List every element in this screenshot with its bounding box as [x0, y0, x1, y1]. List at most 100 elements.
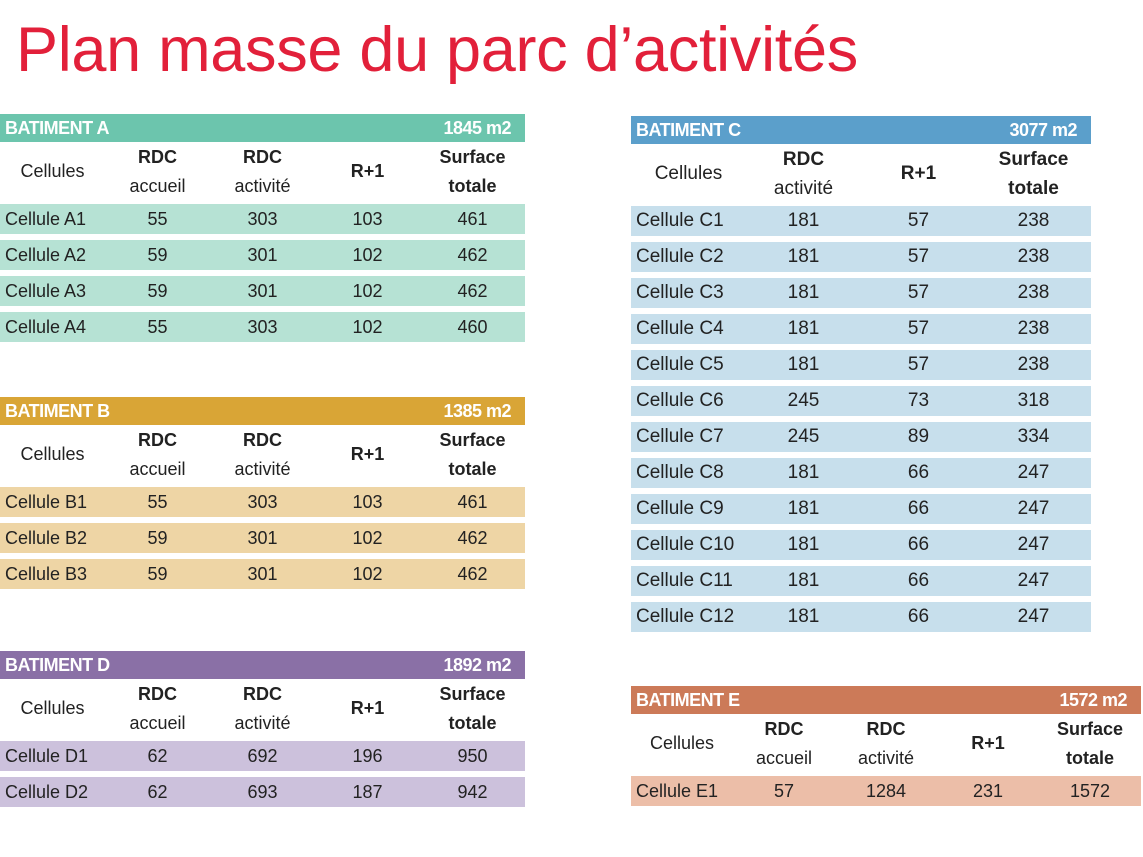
cell-value: 55 — [147, 208, 168, 229]
column-headers: Cellules RDC activité R+1 Surface totale — [631, 144, 1091, 203]
table-row: Cellule C3 181 57 238 — [631, 278, 1091, 308]
building-name: BATIMENT A — [5, 117, 109, 138]
column-header: R+1 — [861, 159, 976, 188]
column-header: RDC activité — [835, 715, 937, 773]
cell-name: Cellule A2 — [5, 244, 87, 265]
cell-value: 57 — [773, 780, 795, 801]
column-header: Cellules — [0, 157, 105, 186]
cell-value: 103 — [352, 208, 383, 229]
cell-value: 66 — [907, 534, 930, 555]
cell-value: 59 — [147, 280, 168, 301]
column-header-sublabel: accueil — [129, 175, 186, 196]
cell-value: 102 — [352, 316, 383, 337]
cell-name: Cellule C6 — [636, 390, 724, 411]
table-row: Cellule C4 181 57 238 — [631, 314, 1091, 344]
table-body: Cellule B1 55 303 103 461 Cellule B2 59 301 102 4… — [0, 487, 525, 589]
cell-value: 59 — [147, 563, 168, 584]
cell-value: 187 — [352, 781, 383, 802]
table-row: Cellule C8 181 66 247 — [631, 458, 1091, 488]
column-header-label: Surface — [1056, 718, 1124, 739]
column-headers: Cellules RDC accueil RDC activité R+1 Surface t… — [0, 679, 525, 738]
column-header-label: R+1 — [900, 163, 937, 184]
cell-value: 59 — [147, 244, 168, 265]
column-header-label: Surface — [439, 146, 506, 167]
building-header-bar: BATIMENT A 1845 m2 — [0, 114, 525, 142]
cell-value: 301 — [247, 244, 278, 265]
cell-value: 693 — [247, 781, 278, 802]
cell-name: Cellule C10 — [636, 534, 735, 555]
table-row: Cellule B3 59 301 102 462 — [0, 559, 525, 589]
table-row: Cellule A1 55 303 103 461 — [0, 204, 525, 234]
building-total-area: 1572 m2 — [1059, 689, 1127, 710]
cell-value: 73 — [907, 390, 930, 411]
column-header-sublabel: totale — [1065, 747, 1114, 768]
cell-value: 462 — [457, 280, 488, 301]
cell-value: 62 — [147, 781, 168, 802]
cell-value: 238 — [1017, 246, 1050, 267]
column-header-label: RDC — [243, 683, 282, 704]
column-header-sublabel: totale — [448, 712, 497, 733]
cell-value: 247 — [1017, 462, 1050, 483]
table-body: Cellule A1 55 303 103 461 Cellule A2 59 301 102 4… — [0, 204, 525, 342]
column-header-sublabel: activité — [234, 175, 291, 196]
cell-value: 238 — [1017, 282, 1050, 303]
cell-value: 1284 — [865, 780, 907, 801]
building-total-area: 1385 m2 — [443, 400, 511, 421]
cell-value: 181 — [787, 462, 820, 483]
cell-value: 238 — [1017, 318, 1050, 339]
column-headers: Cellules RDC accueil RDC activité R+1 Surface t… — [631, 714, 1141, 773]
cell-value: 57 — [907, 354, 930, 375]
column-header-label: R+1 — [350, 698, 385, 718]
cell-name: Cellule C8 — [636, 462, 724, 483]
table-row: Cellule C7 245 89 334 — [631, 422, 1091, 452]
building-header-bar: BATIMENT E 1572 m2 — [631, 686, 1141, 714]
cell-value: 462 — [457, 563, 488, 584]
table-row: Cellule A2 59 301 102 462 — [0, 240, 525, 270]
cell-value: 59 — [147, 527, 168, 548]
cell-value: 181 — [787, 606, 820, 627]
cell-value: 461 — [457, 491, 488, 512]
cell-value: 103 — [352, 491, 383, 512]
cell-value: 462 — [457, 244, 488, 265]
cell-value: 66 — [907, 462, 930, 483]
cell-name: Cellule C1 — [636, 210, 724, 231]
cell-value: 55 — [147, 316, 168, 337]
cell-value: 196 — [352, 745, 383, 766]
building-header-bar: BATIMENT D 1892 m2 — [0, 651, 525, 679]
building-name: BATIMENT C — [636, 119, 741, 140]
cell-value: 57 — [907, 246, 930, 267]
cell-value: 245 — [787, 426, 820, 447]
table-row: Cellule C9 181 66 247 — [631, 494, 1091, 524]
building-name: BATIMENT B — [5, 400, 110, 421]
cell-name: Cellule E1 — [636, 780, 719, 801]
column-header-sublabel: accueil — [129, 458, 186, 479]
column-header-label: R+1 — [971, 733, 1005, 753]
building-total-area: 1845 m2 — [443, 117, 511, 138]
table-batiment-e: BATIMENT E 1572 m2 Cellules RDC accueil RDC a… — [631, 686, 1141, 806]
column-header-label: Surface — [998, 148, 1069, 170]
cell-value: 301 — [247, 280, 278, 301]
cell-value: 102 — [352, 563, 383, 584]
cell-value: 231 — [972, 780, 1004, 801]
column-header: RDC accueil — [105, 143, 210, 201]
column-header-label: Cellules — [20, 698, 85, 718]
column-header-label: RDC — [243, 146, 282, 167]
cell-value: 102 — [352, 527, 383, 548]
cell-value: 57 — [907, 318, 930, 339]
table-row: Cellule C12 181 66 247 — [631, 602, 1091, 632]
table-row: Cellule C6 245 73 318 — [631, 386, 1091, 416]
column-headers: Cellules RDC accueil RDC activité R+1 Surface t… — [0, 142, 525, 201]
cell-name: Cellule C2 — [636, 246, 724, 267]
column-header-sublabel: activité — [773, 177, 834, 199]
column-header: Cellules — [0, 694, 105, 723]
cell-value: 301 — [247, 527, 278, 548]
cell-name: Cellule C5 — [636, 354, 724, 375]
table-row: Cellule A4 55 303 102 460 — [0, 312, 525, 342]
cell-value: 57 — [907, 282, 930, 303]
building-name: BATIMENT D — [5, 654, 110, 675]
column-header-label: RDC — [138, 146, 177, 167]
cell-value: 89 — [907, 426, 930, 447]
column-header: RDC activité — [746, 145, 861, 203]
table-batiment-d: BATIMENT D 1892 m2 Cellules RDC accueil RDC a… — [0, 651, 525, 807]
cell-value: 462 — [457, 527, 488, 548]
